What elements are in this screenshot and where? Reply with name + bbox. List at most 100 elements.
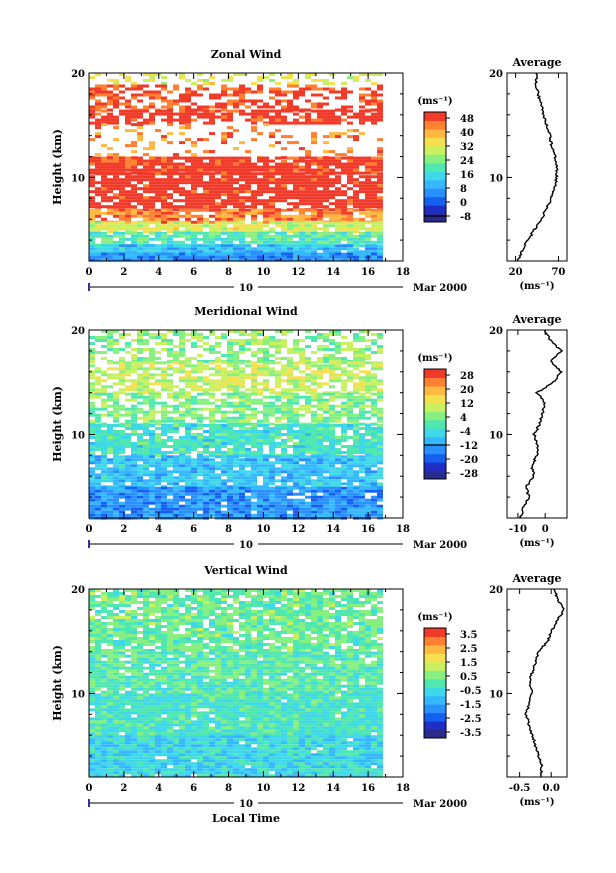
heatmap-cell — [305, 404, 311, 408]
heatmap-cell — [119, 379, 125, 383]
heatmap-cell — [227, 513, 233, 517]
heatmap-cell — [257, 470, 263, 474]
heatmap-cell — [197, 168, 203, 172]
heatmap-cell — [191, 407, 197, 411]
heatmap-cell — [161, 112, 167, 116]
heatmap-cell — [233, 367, 239, 371]
heatmap-cell — [305, 108, 311, 112]
x-tick-label: 6 — [190, 524, 197, 535]
heatmap-cell — [347, 250, 353, 254]
heatmap-cell — [311, 132, 317, 136]
heatmap-cell — [257, 507, 263, 511]
heatmap-cell — [131, 489, 137, 493]
heatmap-cell — [203, 382, 209, 386]
heatmap-cell — [281, 433, 287, 436]
heatmap-cell — [233, 247, 239, 251]
heatmap-cell — [371, 244, 377, 248]
heatmap-cell — [257, 424, 263, 427]
heatmap-cell — [377, 255, 383, 259]
heatmap-cell — [119, 84, 125, 88]
heatmap-cell — [95, 395, 101, 399]
heatmap-cell — [143, 367, 149, 371]
heatmap-cell — [113, 224, 119, 228]
heatmap-cell — [305, 84, 311, 88]
heatmap-cell — [305, 473, 311, 477]
heatmap-cell — [359, 401, 365, 405]
heatmap-cell — [293, 93, 299, 97]
heatmap-cell — [323, 513, 329, 517]
heatmap-cell — [239, 510, 245, 514]
heatmap-cell — [227, 175, 233, 179]
heatmap-cell — [329, 211, 335, 215]
heatmap-cell — [365, 424, 371, 427]
heatmap-cell — [107, 102, 113, 106]
heatmap-cell — [197, 175, 203, 179]
heatmap-cell — [209, 407, 215, 411]
heatmap-cell — [101, 224, 107, 228]
heatmap-cell — [155, 445, 161, 448]
heatmap-cell — [227, 354, 233, 357]
heatmap-cell — [275, 187, 281, 191]
heatmap-cell — [317, 498, 323, 502]
heatmap-cell — [287, 135, 293, 139]
heatmap-cell — [149, 419, 155, 423]
heatmap-cell — [365, 427, 371, 430]
heatmap-cell — [113, 255, 119, 259]
heatmap-cell — [107, 184, 113, 188]
heatmap-cell — [239, 498, 245, 502]
heatmap-cell — [209, 240, 215, 244]
heatmap-cell — [305, 433, 311, 436]
heatmap-cell — [161, 486, 167, 490]
heatmap-cell — [281, 156, 287, 160]
heatmap-cell — [287, 370, 293, 374]
heatmap-cell — [257, 357, 263, 360]
heatmap-cell — [299, 221, 305, 225]
heatmap-cell — [125, 184, 131, 188]
heatmap-cell — [221, 442, 227, 445]
heatmap-cell — [137, 162, 143, 166]
heatmap-cell — [179, 247, 185, 251]
heatmap-cell — [371, 211, 377, 215]
heatmap-cell — [161, 240, 167, 244]
heatmap-cell — [125, 445, 131, 448]
heatmap-cell — [113, 205, 119, 209]
heatmap-cell — [197, 513, 203, 517]
heatmap-cell — [329, 339, 335, 342]
heatmap-cell — [233, 430, 239, 433]
heatmap-cell — [143, 247, 149, 251]
heatmap-cell — [377, 147, 383, 151]
heatmap-cell — [239, 370, 245, 374]
heatmap-cell — [137, 416, 143, 420]
heatmap-cell — [149, 333, 155, 336]
heatmap-cell — [287, 367, 293, 371]
heatmap-cell — [215, 258, 221, 262]
heatmap-cell — [317, 476, 323, 480]
heatmap-cell — [89, 237, 95, 241]
heatmap-cell — [323, 424, 329, 427]
heatmap-cell — [113, 121, 119, 125]
heatmap-cell — [323, 193, 329, 197]
heatmap-cell — [359, 181, 365, 185]
heatmap-cell — [149, 255, 155, 259]
heatmap-cell — [365, 250, 371, 254]
heatmap-cell — [251, 489, 257, 493]
heatmap-cell — [143, 184, 149, 188]
heatmap-cell — [185, 445, 191, 448]
heatmap-cell — [143, 413, 149, 417]
heatmap-cell — [155, 433, 161, 436]
heatmap-cell — [239, 489, 245, 493]
heatmap-cell — [365, 476, 371, 480]
heatmap-cell — [137, 255, 143, 259]
heatmap-cell — [299, 433, 305, 436]
heatmap-cell — [299, 237, 305, 241]
heatmap-cell — [203, 439, 209, 442]
heatmap-cell — [233, 205, 239, 209]
heatmap-cell — [263, 410, 269, 414]
heatmap-cell — [311, 118, 317, 122]
heatmap-cell — [341, 168, 347, 172]
heatmap-cell — [311, 473, 317, 477]
heatmap-cell — [119, 507, 125, 511]
colorbar-tick-label: 16 — [460, 170, 474, 181]
heatmap-cell — [107, 373, 113, 377]
heatmap-cell — [287, 361, 293, 365]
